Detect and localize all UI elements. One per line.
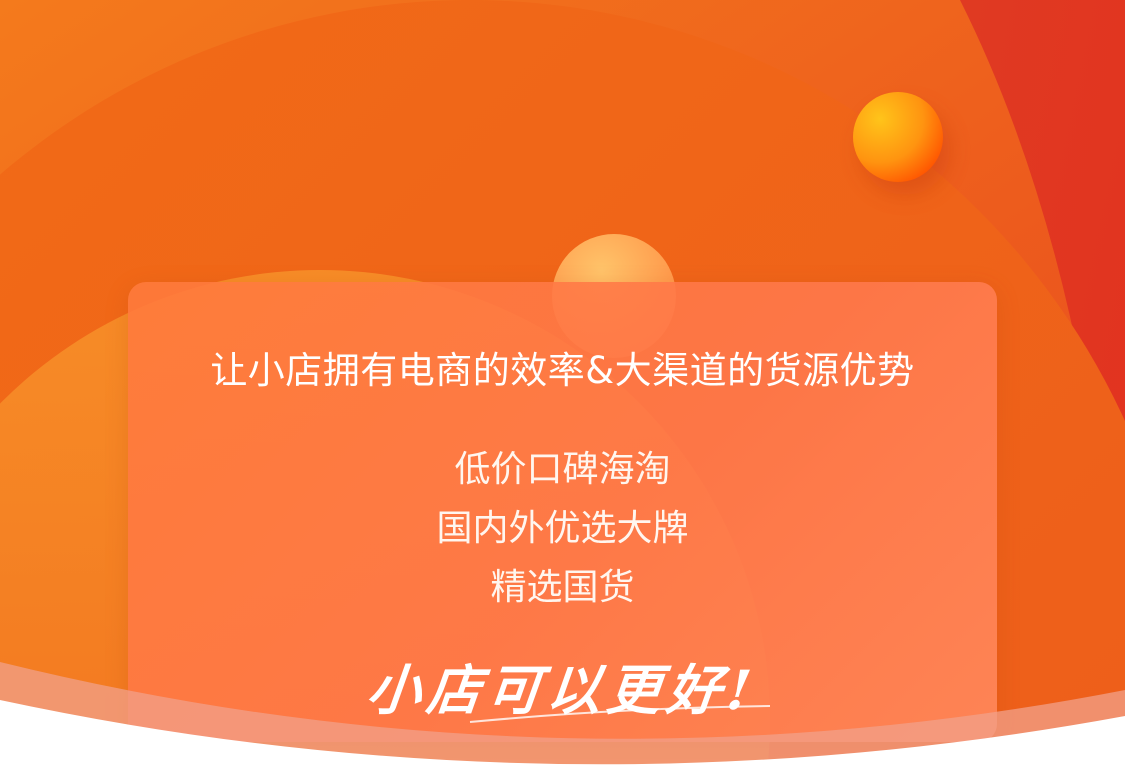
promo-banner: 让小店拥有电商的效率&大渠道的货源优势 低价口碑海淘 国内外优选大牌 精选国货 … bbox=[0, 0, 1125, 780]
bottom-wave bbox=[0, 0, 1125, 780]
